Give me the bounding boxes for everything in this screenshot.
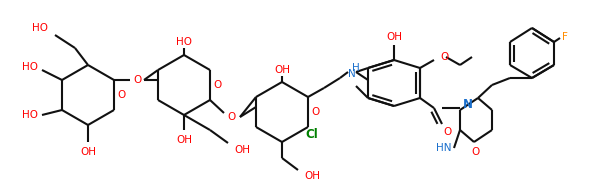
Text: O: O (444, 127, 452, 137)
Text: OH: OH (274, 65, 290, 75)
Text: HO: HO (176, 37, 192, 47)
Text: HO: HO (32, 23, 48, 33)
Text: O: O (440, 52, 448, 62)
Text: H: H (352, 63, 360, 73)
Text: OH: OH (80, 147, 96, 157)
Text: Cl: Cl (305, 128, 319, 141)
Text: OH: OH (304, 171, 320, 181)
Text: OH: OH (176, 135, 192, 145)
Text: O: O (133, 75, 141, 85)
Text: O: O (118, 90, 126, 100)
Text: HN: HN (436, 143, 452, 153)
Text: N: N (348, 69, 356, 79)
Text: HO: HO (22, 62, 38, 72)
Text: O: O (228, 112, 236, 122)
Text: HO: HO (22, 110, 38, 120)
Text: OH: OH (234, 145, 250, 155)
Text: O: O (312, 107, 320, 117)
Text: OH: OH (386, 32, 402, 42)
Text: O: O (472, 147, 480, 157)
Text: F: F (562, 32, 568, 42)
Text: N: N (463, 99, 473, 112)
Text: O: O (214, 80, 222, 90)
